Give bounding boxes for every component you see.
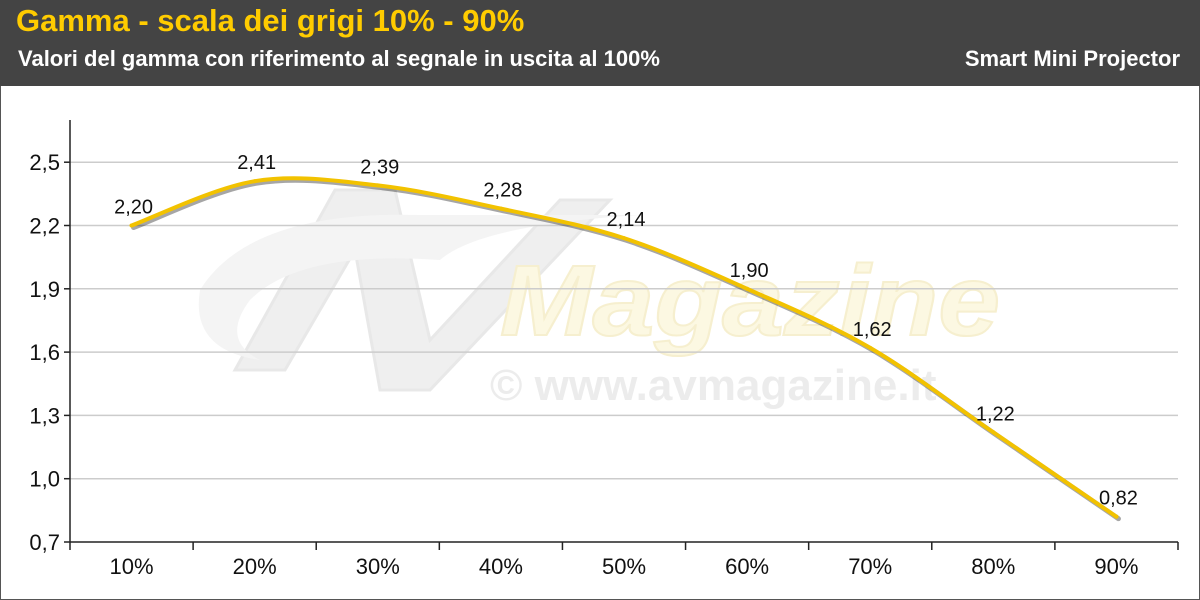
data-label: 0,82 (1099, 488, 1138, 510)
axes (64, 120, 1179, 550)
data-point (868, 345, 873, 350)
x-tick-label: 20% (233, 554, 277, 579)
data-label: 2,20 (114, 197, 153, 219)
x-tick-labels: 10% 20% 30% 40% 50% 60% 70% 80% 90% (110, 554, 1139, 579)
y-tick-label: 1,9 (29, 277, 60, 302)
x-tick-label: 30% (356, 554, 400, 579)
data-point (129, 223, 134, 228)
x-tick-label: 50% (602, 554, 646, 579)
watermark-url: © www.avmagazine.it (490, 361, 937, 410)
data-label: 2,41 (237, 152, 276, 174)
chart-title: Gamma - scala dei grigi 10% - 90% (16, 3, 525, 38)
y-tick-labels: 0,7 1,0 1,3 1,6 1,9 2,2 2,5 (29, 150, 60, 555)
x-tick-label: 60% (725, 554, 769, 579)
data-label: 1,62 (853, 319, 892, 341)
product-name: Smart Mini Projector (964, 46, 1180, 71)
data-label: 2,28 (483, 180, 522, 202)
data-point (1114, 514, 1119, 519)
data-label: 1,22 (976, 403, 1015, 425)
x-tick-label: 70% (848, 554, 892, 579)
data-point (745, 286, 750, 291)
y-tick-label: 1,6 (29, 340, 60, 365)
data-point (375, 183, 380, 188)
y-tick-label: 1,3 (29, 403, 60, 428)
chart-subtitle: Valori del gamma con riferimento al segn… (18, 46, 660, 71)
data-point (991, 430, 996, 435)
data-label: 2,39 (360, 156, 399, 178)
x-tick-label: 40% (479, 554, 523, 579)
chart-header: Gamma - scala dei grigi 10% - 90% Valori… (0, 0, 1200, 86)
y-tick-label: 2,2 (29, 214, 60, 239)
watermark-swoosh (198, 214, 640, 360)
x-tick-label: 90% (1094, 554, 1138, 579)
y-tick-label: 1,0 (29, 467, 60, 492)
data-label: 1,90 (730, 260, 769, 282)
y-tick-label: 0,7 (29, 530, 60, 555)
series-gamma (129, 176, 1121, 522)
y-tick-label: 2,5 (29, 150, 60, 175)
data-label: 2,14 (607, 209, 646, 231)
x-tick-label: 80% (971, 554, 1015, 579)
data-point (252, 179, 257, 184)
data-labels: 2,20 2,41 2,39 2,28 2,14 1,90 1,62 1,22 0,82 (114, 152, 1138, 509)
watermark: Magazine © www.avmagazine.it (198, 188, 1001, 410)
grid-lines (70, 161, 1178, 480)
plot-panel (0, 86, 1200, 600)
data-point (498, 206, 503, 211)
x-tick-label: 10% (110, 554, 154, 579)
watermark-logo-text: Magazine (500, 245, 1000, 357)
data-point (622, 236, 626, 241)
